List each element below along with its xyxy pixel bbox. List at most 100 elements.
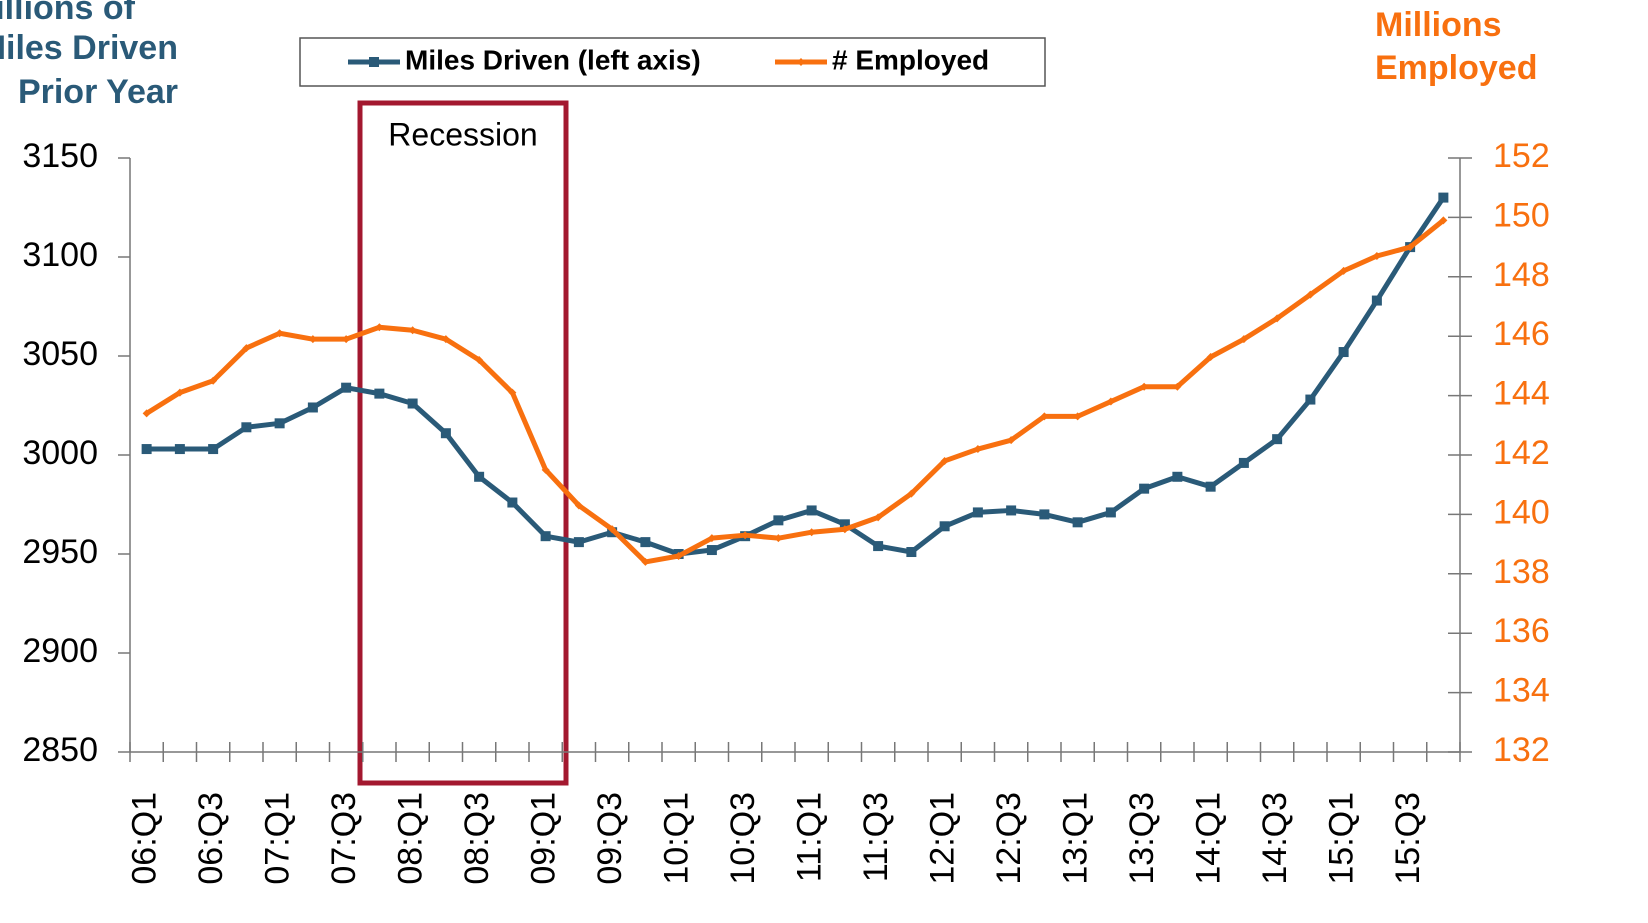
marker bbox=[1371, 295, 1382, 306]
marker bbox=[573, 537, 584, 548]
marker bbox=[440, 428, 451, 439]
marker bbox=[973, 445, 982, 454]
marker bbox=[741, 531, 750, 540]
marker bbox=[807, 528, 816, 537]
y2-tick-label: 148 bbox=[1493, 256, 1550, 294]
marker bbox=[474, 471, 485, 482]
marker bbox=[840, 525, 849, 534]
marker bbox=[342, 335, 351, 344]
marker bbox=[374, 388, 385, 399]
marker bbox=[507, 497, 518, 508]
x-tick-label: 15:Q3 bbox=[1389, 792, 1427, 885]
marker bbox=[1173, 382, 1182, 391]
y-axis-title: Prior Year bbox=[18, 73, 178, 111]
marker bbox=[839, 519, 850, 530]
x-tick-label: 13:Q1 bbox=[1057, 792, 1095, 885]
marker bbox=[1439, 216, 1448, 225]
marker bbox=[1205, 481, 1216, 492]
marker bbox=[1273, 314, 1282, 323]
marker bbox=[242, 344, 251, 353]
marker bbox=[274, 418, 285, 429]
x-tick-label: 15:Q1 bbox=[1323, 792, 1361, 885]
marker bbox=[1106, 397, 1115, 406]
y-tick-label: 3150 bbox=[22, 137, 98, 175]
marker bbox=[307, 402, 318, 413]
marker bbox=[1140, 382, 1149, 391]
marker bbox=[1172, 471, 1183, 482]
marker bbox=[308, 335, 317, 344]
marker bbox=[1139, 483, 1150, 494]
marker bbox=[939, 521, 950, 532]
marker bbox=[540, 531, 551, 542]
y-axis-title: Miles Driven bbox=[0, 29, 178, 67]
legend-box bbox=[299, 37, 1046, 87]
x-tick-label: 11:Q1 bbox=[791, 792, 829, 882]
x-tick-label: 06:Q3 bbox=[192, 792, 230, 885]
marker bbox=[142, 409, 151, 418]
marker bbox=[1306, 290, 1315, 299]
marker bbox=[773, 515, 784, 526]
y-tick-label: 3050 bbox=[22, 335, 98, 373]
y2-tick-label: 132 bbox=[1493, 731, 1550, 769]
marker bbox=[1072, 517, 1083, 528]
recession-label: Recession bbox=[388, 116, 537, 152]
marker bbox=[874, 513, 883, 522]
marker bbox=[707, 534, 716, 543]
marker bbox=[1339, 266, 1348, 275]
marker bbox=[940, 456, 949, 465]
y2-tick-label: 134 bbox=[1493, 672, 1550, 710]
legend-label: Miles Driven (left axis) bbox=[405, 44, 701, 75]
marker bbox=[1338, 347, 1349, 358]
marker bbox=[1438, 192, 1449, 203]
y2-axis-title: Millions bbox=[1375, 6, 1502, 44]
marker bbox=[1305, 394, 1316, 405]
y-tick-label: 2950 bbox=[22, 533, 98, 571]
x-tick-label: 14:Q1 bbox=[1190, 792, 1228, 885]
x-tick-label: 12:Q1 bbox=[924, 792, 962, 885]
y2-tick-label: 142 bbox=[1493, 434, 1550, 472]
x-tick-label: 08:Q3 bbox=[458, 792, 496, 885]
marker bbox=[774, 534, 783, 543]
x-tick-label: 10:Q1 bbox=[658, 792, 696, 885]
marker bbox=[141, 444, 152, 455]
marker bbox=[1406, 243, 1415, 252]
y2-axis-title: Employed bbox=[1375, 49, 1537, 87]
y2-tick-label: 150 bbox=[1493, 196, 1550, 234]
y-tick-label: 2850 bbox=[22, 731, 98, 769]
series-line bbox=[146, 196, 1446, 557]
marker bbox=[341, 382, 352, 393]
marker bbox=[1272, 434, 1283, 445]
marker bbox=[475, 355, 484, 364]
marker bbox=[1105, 507, 1116, 518]
marker bbox=[241, 422, 252, 433]
x-tick-label: 13:Q3 bbox=[1123, 792, 1161, 885]
y-tick-label: 2900 bbox=[22, 632, 98, 670]
marker bbox=[797, 58, 805, 66]
recession-box bbox=[357, 100, 569, 786]
x-tick-label: 11:Q3 bbox=[857, 792, 895, 882]
marker bbox=[1006, 505, 1017, 516]
marker bbox=[674, 551, 683, 560]
y2-tick-label: 144 bbox=[1493, 375, 1550, 413]
marker bbox=[608, 525, 617, 534]
marker bbox=[574, 501, 583, 510]
x-tick-label: 09:Q1 bbox=[525, 792, 563, 885]
marker bbox=[706, 545, 717, 556]
y-tick-label: 3000 bbox=[22, 434, 98, 472]
marker bbox=[641, 557, 650, 566]
marker bbox=[1238, 457, 1249, 468]
marker bbox=[175, 388, 184, 397]
marker bbox=[369, 57, 379, 67]
marker bbox=[275, 329, 284, 338]
series-line bbox=[145, 218, 1445, 565]
y2-tick-label: 140 bbox=[1493, 493, 1550, 531]
marker bbox=[1372, 252, 1381, 261]
marker bbox=[806, 505, 817, 516]
marker bbox=[907, 489, 916, 498]
marker bbox=[408, 326, 417, 335]
marker bbox=[1040, 412, 1049, 421]
x-tick-label: 14:Q3 bbox=[1256, 792, 1294, 885]
x-tick-label: 07:Q3 bbox=[325, 792, 363, 885]
